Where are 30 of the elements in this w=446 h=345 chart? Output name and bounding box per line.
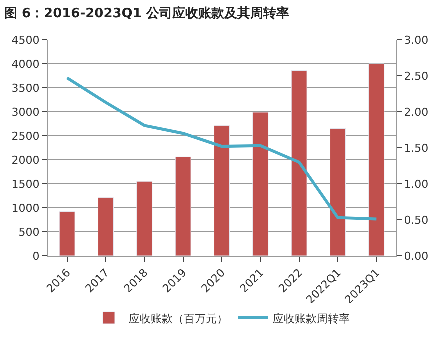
y2-tick-label: 0.50 [404,214,429,227]
y2-tick-label: 1.50 [404,142,429,155]
y2-tick-label: 2.50 [404,70,429,83]
y-tick-label: 2500 [12,130,40,143]
y-tick-label: 3000 [12,106,40,119]
bar [136,181,153,256]
bar [214,126,230,256]
bar [252,112,269,256]
chart-title: 图 6：2016-2023Q1 公司应收账款及其周转率 [4,6,290,22]
y2-tick-label: 1.00 [404,178,429,191]
legend-label: 应收账款（百万元） [129,312,228,326]
y-tick-label: 1500 [12,178,40,191]
y-tick-label: 0 [32,250,40,263]
line-series [66,76,378,221]
y-tick-label: 4500 [12,34,40,47]
legend-label: 应收账款周转率 [273,312,350,326]
bar [175,156,192,256]
y2-tick-label: 3.00 [404,34,429,47]
y-tick-label: 2000 [12,154,40,167]
y-tick-label: 500 [18,226,40,239]
bar [291,70,308,256]
y2-tick-label: 2.00 [404,106,429,119]
bar [330,128,346,256]
bar [59,212,76,256]
bar [368,64,385,256]
y-tick-label: 4000 [12,58,40,71]
y-tick-label: 1000 [12,202,40,215]
bar [98,198,114,256]
y2-tick-label: 0.00 [404,250,429,263]
y-tick-label: 3500 [12,82,40,95]
